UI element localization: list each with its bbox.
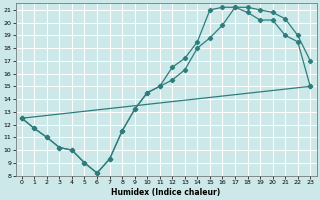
X-axis label: Humidex (Indice chaleur): Humidex (Indice chaleur) [111, 188, 221, 197]
